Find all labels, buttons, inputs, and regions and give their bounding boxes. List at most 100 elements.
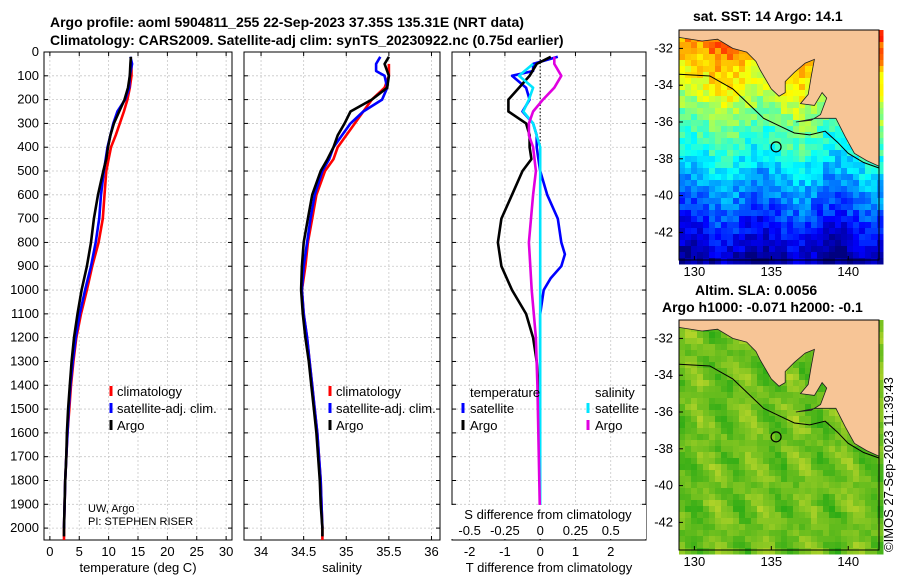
sst-cell xyxy=(793,96,800,103)
sst-cell xyxy=(703,222,710,229)
map-lat-label: -36 xyxy=(654,404,673,419)
sst-cell xyxy=(727,126,734,133)
sst-cell xyxy=(745,78,752,85)
sla-cell xyxy=(853,548,860,555)
sst-cell xyxy=(877,144,884,151)
sst-cell xyxy=(709,150,716,157)
sla-cell xyxy=(721,494,728,501)
sst-cell xyxy=(763,138,770,145)
sla-cell xyxy=(877,440,884,447)
sla-cell xyxy=(691,464,698,471)
sla-cell xyxy=(799,410,806,417)
sst-cell xyxy=(751,126,758,133)
sla-cell xyxy=(721,416,728,423)
sla-cell xyxy=(859,512,866,519)
sla-cell xyxy=(685,434,692,441)
sst-cell xyxy=(847,144,854,151)
panel-differences: -2 -1 0 1 2T difference from climatologytemp… xyxy=(449,51,647,575)
sst-cell xyxy=(709,66,716,73)
sst-cell xyxy=(769,192,776,199)
sla-cell xyxy=(757,404,764,411)
sst-cell xyxy=(829,180,836,187)
sla-cell xyxy=(727,488,734,495)
sla-cell xyxy=(703,380,710,387)
sst-cell xyxy=(685,90,692,97)
sst-cell xyxy=(751,210,758,217)
sla-cell xyxy=(787,512,794,519)
sst-cell xyxy=(829,186,836,193)
sst-cell xyxy=(745,150,752,157)
sla-cell xyxy=(679,464,686,471)
sla-cell xyxy=(781,500,788,507)
sla-cell xyxy=(709,368,716,375)
sst-cell xyxy=(685,222,692,229)
sst-cell xyxy=(817,102,824,109)
sst-cell xyxy=(751,156,758,163)
sla-cell xyxy=(709,458,716,465)
sla-cell xyxy=(733,542,740,549)
sst-cell xyxy=(877,138,884,145)
sla-cell xyxy=(853,482,860,489)
sst-cell xyxy=(787,120,794,127)
sla-cell xyxy=(715,512,722,519)
sst-cell xyxy=(721,132,728,139)
sst-cell xyxy=(739,186,746,193)
sst-cell xyxy=(859,234,866,241)
sla-cell xyxy=(709,542,716,549)
sla-cell xyxy=(775,422,782,429)
sst-cell xyxy=(787,210,794,217)
sla-cell xyxy=(709,380,716,387)
sst-cell xyxy=(697,54,704,61)
sla-cell xyxy=(793,440,800,447)
sla-cell xyxy=(709,440,716,447)
sst-cell xyxy=(721,54,728,61)
sla-cell xyxy=(823,518,830,525)
sla-cell xyxy=(703,524,710,531)
sst-cell xyxy=(787,108,794,115)
sla-cell xyxy=(715,362,722,369)
sla-cell xyxy=(871,548,878,555)
sst-cell xyxy=(829,204,836,211)
sla-cell xyxy=(685,440,692,447)
sla-cell xyxy=(769,380,776,387)
sla-cell xyxy=(811,416,818,423)
sla-cell xyxy=(691,458,698,465)
sst-cell xyxy=(799,240,806,247)
sst-cell xyxy=(763,252,770,259)
sla-cell xyxy=(721,536,728,543)
sst-cell xyxy=(739,222,746,229)
sst-cell xyxy=(745,210,752,217)
sla-cell xyxy=(787,488,794,495)
sst-cell xyxy=(763,162,770,169)
sst-cell xyxy=(679,96,686,103)
sst-cell xyxy=(799,78,806,85)
sst-cell xyxy=(757,186,764,193)
sst-cell xyxy=(721,174,728,181)
sla-cell xyxy=(781,470,788,477)
sst-cell xyxy=(781,168,788,175)
sst-cell xyxy=(877,96,884,103)
sla-cell xyxy=(787,410,794,417)
sst-cell xyxy=(697,114,704,121)
sla-cell xyxy=(817,530,824,537)
sst-cell xyxy=(805,210,812,217)
sst-cell xyxy=(679,234,686,241)
sst-cell xyxy=(727,120,734,127)
sla-cell xyxy=(811,524,818,531)
sst-cell xyxy=(685,156,692,163)
sla-cell xyxy=(793,476,800,483)
sla-cell xyxy=(703,464,710,471)
sst-cell xyxy=(835,174,842,181)
sst-cell xyxy=(871,168,878,175)
sla-cell xyxy=(817,458,824,465)
sst-cell xyxy=(751,144,758,151)
sla-cell xyxy=(679,332,686,339)
sla-cell xyxy=(757,536,764,543)
sst-cell xyxy=(697,150,704,157)
sla-cell xyxy=(769,536,776,543)
sst-cell xyxy=(823,174,830,181)
sla-cell xyxy=(793,428,800,435)
sst-cell xyxy=(841,246,848,253)
sst-cell xyxy=(799,126,806,133)
sla-cell xyxy=(703,530,710,537)
